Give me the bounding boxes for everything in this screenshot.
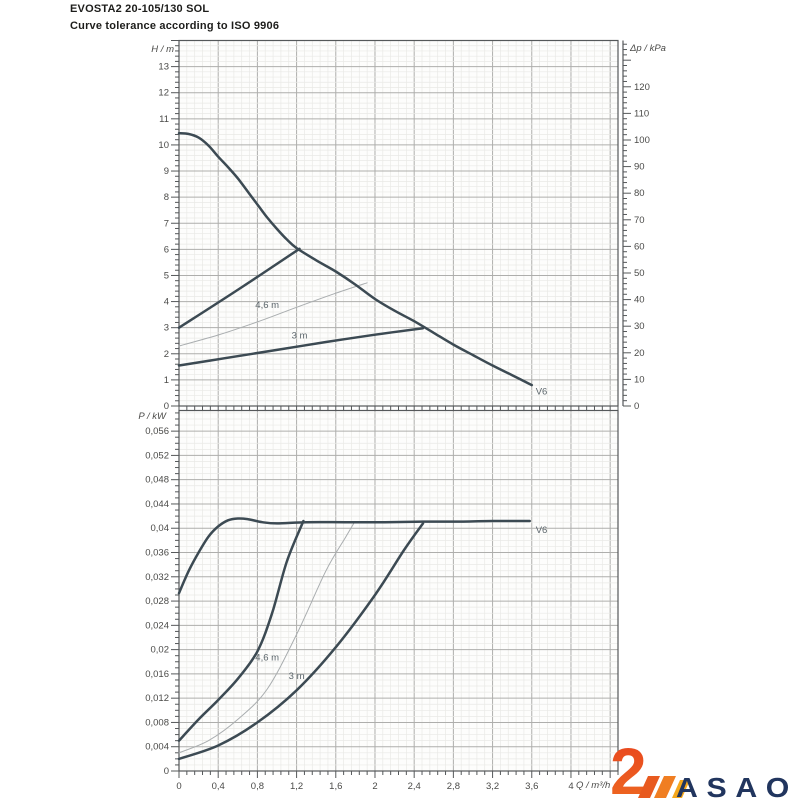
curve-H-setting-4.6m (178, 282, 368, 347)
x-tick-label: 0,8 (251, 781, 264, 792)
y-tick-label: 6 (164, 244, 169, 255)
y-tick-label: 11 (159, 114, 169, 125)
y-tick-label: 3 (164, 323, 169, 334)
chart-0: 0123456789101112130102030405060708090100… (158, 39, 650, 413)
page-subtitle: Curve tolerance according to ISO 9906 (70, 20, 280, 32)
y-tick-label: 0,032 (145, 572, 169, 583)
y-right-tick-label: 50 (634, 268, 645, 279)
x-tick-label: 3,2 (486, 781, 499, 792)
y-tick-label: 0,024 (145, 620, 169, 631)
power-axis-label: P / kW (138, 411, 166, 422)
x-tick-label: 4 (568, 781, 573, 792)
y-tick-label: 1 (164, 375, 169, 386)
flow-axis-label: Q / m³/h (576, 780, 611, 791)
y-tick-label: 0,004 (145, 742, 169, 753)
curve-P1-setting-3m (177, 522, 425, 761)
y-tick-label: 0,044 (145, 499, 169, 510)
x-tick-label: 2,8 (447, 781, 460, 792)
curve-H-setting-3m (177, 326, 425, 367)
x-tick-label: 2 (372, 781, 377, 792)
y-tick-label: 9 (164, 166, 169, 177)
curve-label: 3 m (289, 671, 305, 682)
y-tick-label: 12 (158, 88, 169, 99)
curve-label: 4,6 m (255, 300, 279, 311)
y-right-tick-label: 0 (634, 401, 639, 412)
y-tick-label: 0 (164, 766, 169, 777)
y-tick-label: 0,028 (145, 596, 169, 607)
y-right-tick-label: 120 (634, 82, 650, 93)
pressure-axis-label: Δp / kPa (630, 43, 666, 54)
x-tick-label: 3,6 (525, 781, 538, 792)
page-title: EVOSTA2 20-105/130 SOL (70, 3, 210, 15)
y-tick-label: 0,012 (145, 693, 169, 704)
curve-H-setting-6m (177, 247, 301, 329)
curve-H-max-speed-V6 (177, 131, 534, 387)
y-right-tick-label: 60 (634, 241, 645, 252)
y-right-tick-label: 110 (634, 108, 649, 119)
y-tick-label: 0,056 (145, 426, 169, 437)
y-tick-label: 0,02 (151, 645, 170, 656)
curve-label: V6 (536, 525, 548, 536)
x-tick-label: 0,4 (212, 781, 225, 792)
y-right-tick-label: 30 (634, 321, 645, 332)
y-right-tick-label: 100 (634, 135, 650, 146)
chart-1: 0 0,004 0,008 0,012 0,016 0,02 0,024 0,028 0,032… (145, 409, 619, 792)
x-tick-label: 1,6 (329, 781, 342, 792)
y-tick-label: 0,04 (151, 523, 170, 534)
y-right-tick-label: 10 (634, 374, 645, 385)
y-tick-label: 13 (158, 62, 169, 73)
y-right-tick-label: 90 (634, 162, 645, 173)
y-tick-label: 4 (164, 297, 169, 308)
curve-P1-max-speed-V6 (177, 517, 532, 595)
curve-label: V6 (536, 386, 548, 397)
y-tick-label: 0,036 (145, 548, 169, 559)
y-right-tick-label: 20 (634, 348, 645, 359)
y-tick-label: 0,008 (145, 717, 169, 728)
y-tick-label: 0,052 (145, 450, 169, 461)
x-tick-label: 1,2 (290, 781, 303, 792)
y-tick-label: 2 (164, 349, 169, 360)
curve-label: 4,6 m (255, 653, 279, 664)
logo-mark: 2 (610, 740, 647, 800)
y-right-tick-label: 80 (634, 188, 645, 199)
y-right-tick-label: 70 (634, 215, 645, 226)
x-tick-label: 0 (176, 781, 181, 792)
curve-P1-setting-4.6m (178, 521, 355, 754)
y-right-tick-label: 40 (634, 295, 645, 306)
curve-P1-setting-6m (177, 519, 305, 742)
x-tick-label: 2,4 (408, 781, 421, 792)
curve-label: 3 m (292, 331, 308, 342)
y-tick-label: 7 (164, 218, 169, 229)
logo-text: ASAO (676, 772, 798, 800)
y-tick-label: 10 (158, 140, 169, 151)
y-tick-label: 0,048 (145, 475, 169, 486)
y-tick-label: 0,016 (145, 669, 169, 680)
logo-stripes-icon (638, 776, 690, 798)
y-tick-label: 5 (164, 270, 169, 281)
y-tick-label: 0 (164, 401, 169, 412)
brand-logo: 2 ASAO (610, 740, 798, 800)
y-tick-label: 8 (164, 192, 169, 203)
head-axis-label: H / m (151, 44, 174, 55)
